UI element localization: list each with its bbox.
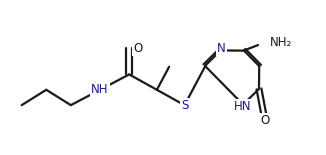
- Text: O: O: [133, 42, 142, 55]
- Text: N: N: [217, 42, 226, 55]
- Text: NH₂: NH₂: [270, 36, 292, 49]
- Text: O: O: [260, 114, 270, 127]
- Text: HN: HN: [234, 100, 252, 113]
- Text: NH: NH: [91, 83, 109, 96]
- Text: S: S: [181, 99, 188, 112]
